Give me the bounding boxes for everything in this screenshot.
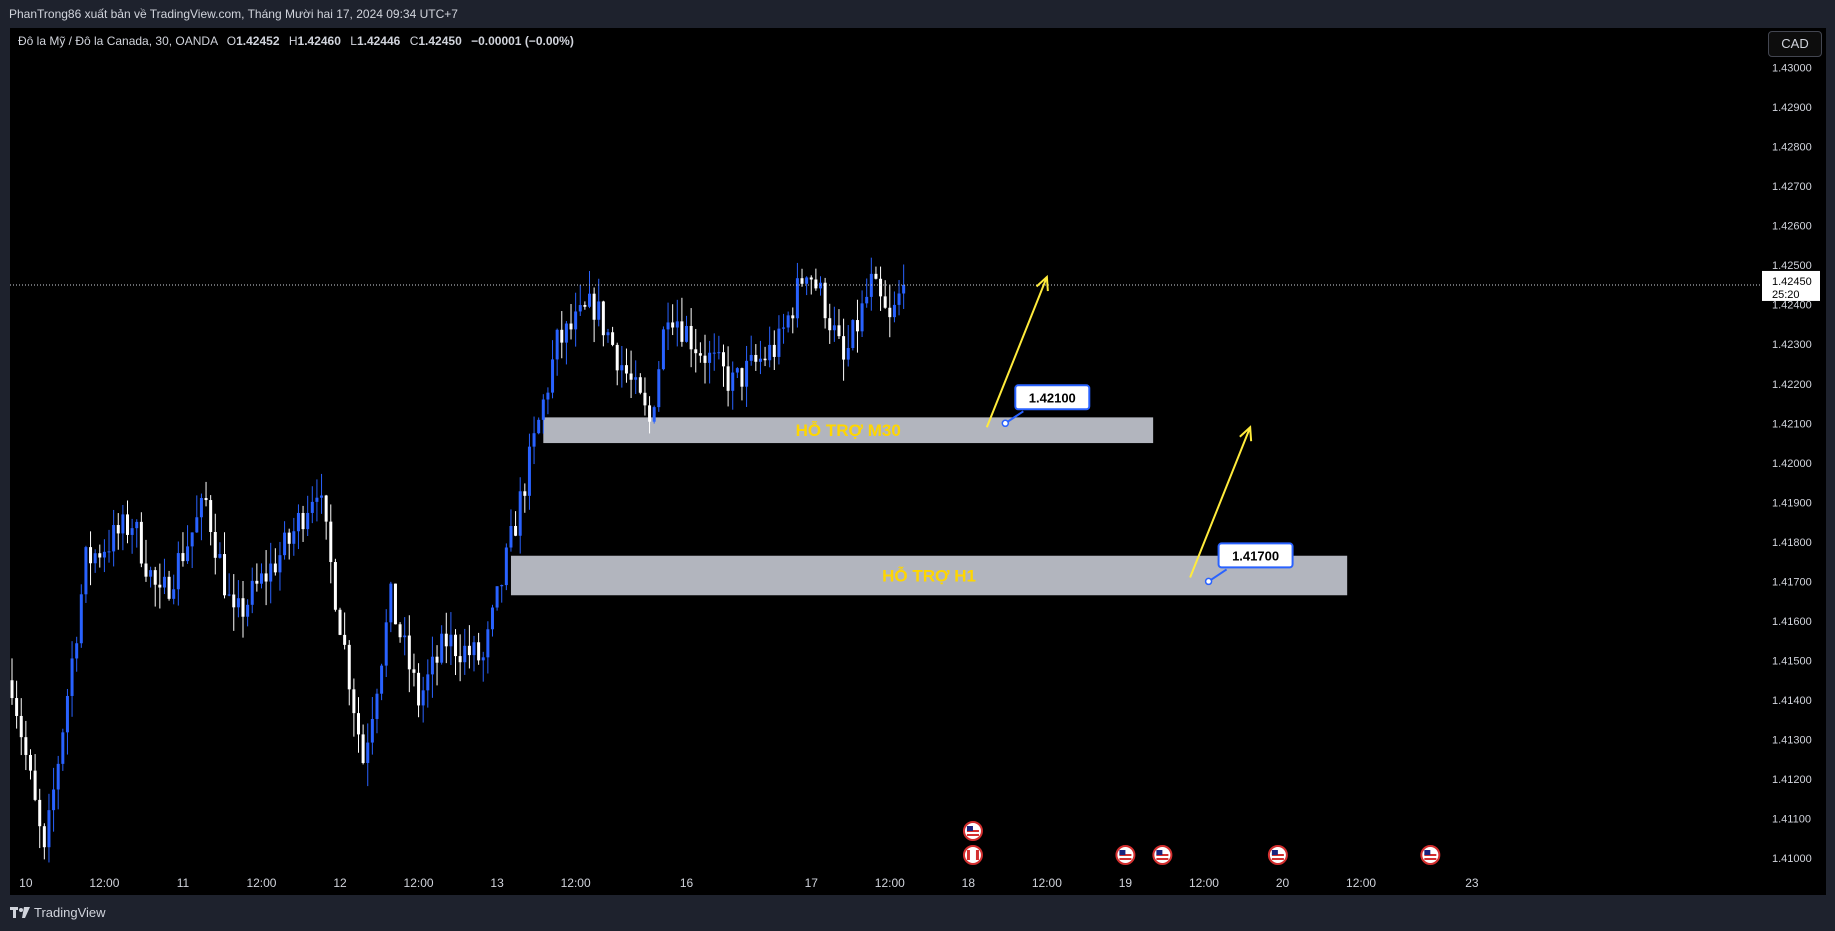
open-value: 1.42452 xyxy=(236,34,280,48)
open-label: O xyxy=(226,34,237,48)
close-value: 1.42450 xyxy=(418,34,462,48)
footer-bar: TradingView xyxy=(0,895,1835,931)
change-value: −0.00001 (−0.00%) xyxy=(471,34,574,48)
publisher-line: PhanTrong86 xuất bản về TradingView.com,… xyxy=(9,7,458,21)
currency-button[interactable]: CAD xyxy=(1768,31,1822,57)
symbol-label[interactable]: Đô la Mỹ / Đô la Canada, 30, OANDA xyxy=(18,34,218,48)
low-label: L xyxy=(350,34,357,48)
tradingview-logo-icon xyxy=(10,906,30,918)
ohlc-legend: Đô la Mỹ / Đô la Canada, 30, OANDA O1.42… xyxy=(18,34,574,48)
high-label: H xyxy=(288,34,298,48)
close-label: C xyxy=(409,34,419,48)
brand-label: TradingView xyxy=(34,905,106,920)
low-value: 1.42446 xyxy=(356,34,401,48)
tradingview-brand[interactable]: TradingView xyxy=(10,905,106,920)
publisher-bar: PhanTrong86 xuất bản về TradingView.com,… xyxy=(0,0,1835,28)
chart-area[interactable] xyxy=(10,28,1826,895)
high-value: 1.42460 xyxy=(297,34,341,48)
